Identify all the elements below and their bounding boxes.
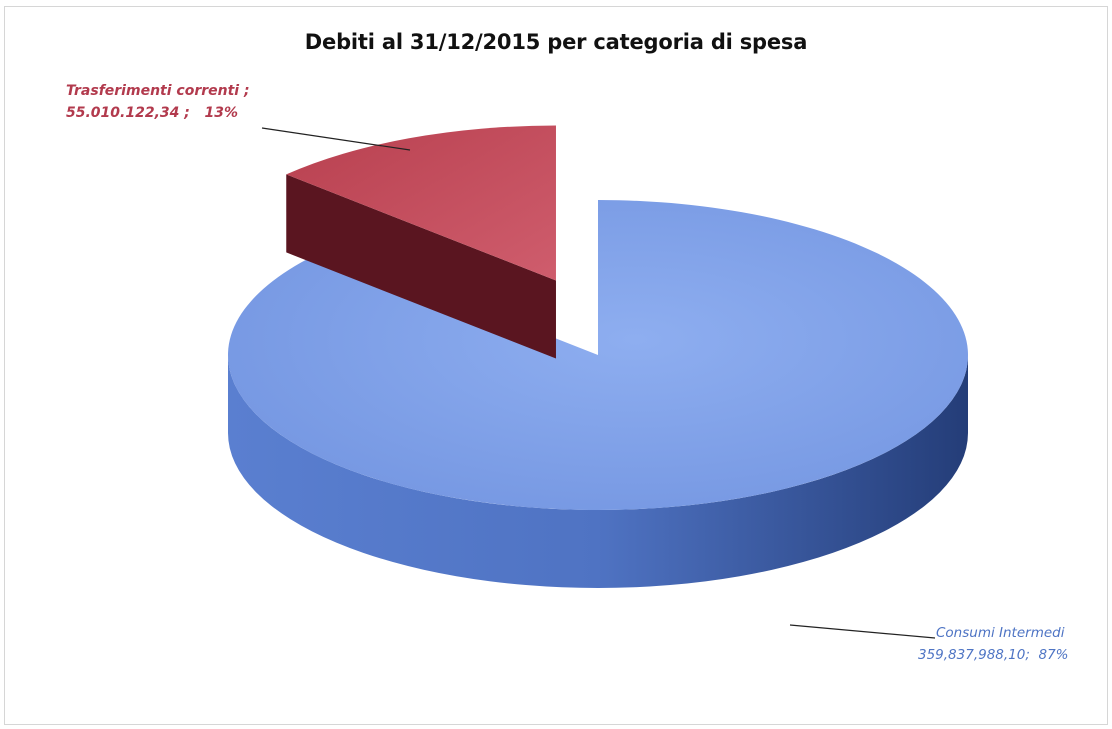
slice-consumi-intermedi <box>227 200 968 510</box>
label-red-name: Trasferimenti correnti <box>66 83 240 99</box>
label-red-percent: 13% <box>204 105 238 121</box>
leader-line-consumi-intermedi <box>789 624 936 639</box>
chart-title: Debiti al 31/12/2015 per categoria di sp… <box>304 30 808 54</box>
leader-line-trasferimenti-correnti <box>261 127 411 151</box>
label-consumi-intermedi: Consumi Intermedi 359,837,988,10; 87% <box>918 625 1069 663</box>
slice-consumi-intermedi-side <box>228 355 968 588</box>
label-blue-value: 359,837,988,10 <box>918 647 1026 663</box>
label-blue-name: Consumi Intermedi <box>936 625 1065 641</box>
label-red-value: 55.010.122,34 <box>66 105 180 121</box>
label-blue-percent: 87% <box>1038 647 1069 663</box>
label-trasferimenti-correnti: Trasferimenti correnti ; 55.010.122,34 ;… <box>66 83 250 121</box>
slice-trasferimenti-correnti <box>286 125 556 281</box>
slice-trasferimenti-correnti-side <box>286 174 556 359</box>
